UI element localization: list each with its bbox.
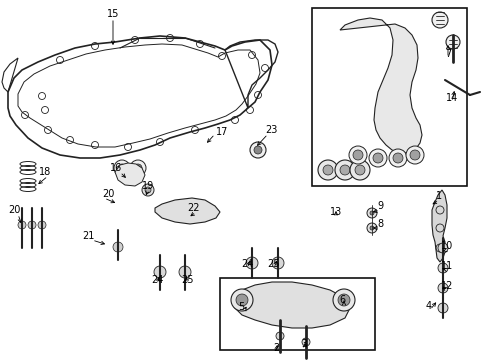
Circle shape	[339, 165, 349, 175]
Circle shape	[249, 142, 265, 158]
Circle shape	[369, 226, 373, 230]
Circle shape	[113, 242, 123, 252]
Circle shape	[245, 257, 258, 269]
Text: 15: 15	[106, 9, 119, 19]
Circle shape	[437, 263, 447, 273]
Circle shape	[323, 165, 332, 175]
Circle shape	[437, 243, 447, 253]
Circle shape	[352, 150, 362, 160]
Circle shape	[437, 303, 447, 313]
Circle shape	[236, 294, 247, 306]
Circle shape	[302, 338, 309, 346]
Text: 25: 25	[182, 275, 194, 285]
Circle shape	[317, 160, 337, 180]
Text: 10: 10	[440, 241, 452, 251]
Circle shape	[392, 153, 402, 163]
Text: 18: 18	[39, 167, 51, 177]
Circle shape	[388, 149, 406, 167]
Text: 24: 24	[150, 275, 163, 285]
Text: 25: 25	[267, 259, 280, 269]
Text: 22: 22	[187, 203, 200, 213]
Circle shape	[431, 12, 447, 28]
PathPatch shape	[115, 163, 145, 186]
Circle shape	[38, 221, 46, 229]
Circle shape	[179, 266, 191, 278]
Circle shape	[154, 266, 165, 278]
Text: 9: 9	[376, 201, 382, 211]
Text: 1: 1	[435, 191, 441, 201]
Text: 19: 19	[142, 181, 154, 191]
Circle shape	[118, 164, 126, 172]
Circle shape	[368, 149, 386, 167]
Circle shape	[28, 221, 36, 229]
Circle shape	[253, 146, 262, 154]
Text: 23: 23	[264, 125, 277, 135]
Circle shape	[271, 257, 284, 269]
Circle shape	[366, 223, 376, 233]
Circle shape	[405, 146, 423, 164]
Circle shape	[334, 160, 354, 180]
Text: 20: 20	[8, 205, 20, 215]
Text: 2: 2	[272, 343, 279, 353]
PathPatch shape	[155, 198, 220, 224]
Bar	[311, 8, 466, 186]
Circle shape	[348, 146, 366, 164]
Text: 7: 7	[444, 49, 450, 59]
PathPatch shape	[339, 18, 421, 153]
Circle shape	[275, 332, 284, 340]
PathPatch shape	[235, 282, 349, 328]
Circle shape	[437, 283, 447, 293]
Circle shape	[142, 184, 154, 196]
Circle shape	[134, 164, 142, 172]
Circle shape	[372, 153, 382, 163]
Bar	[220, 278, 374, 350]
Text: 6: 6	[338, 295, 345, 305]
Circle shape	[354, 165, 364, 175]
Circle shape	[366, 208, 376, 218]
Text: 3: 3	[300, 339, 306, 349]
Circle shape	[409, 150, 419, 160]
Text: 5: 5	[237, 302, 244, 312]
Circle shape	[230, 289, 252, 311]
Circle shape	[445, 35, 459, 49]
Circle shape	[130, 160, 146, 176]
Text: 8: 8	[376, 219, 382, 229]
Circle shape	[337, 294, 349, 306]
Text: 20: 20	[102, 189, 114, 199]
Circle shape	[332, 289, 354, 311]
Circle shape	[349, 160, 369, 180]
Circle shape	[369, 211, 373, 215]
Circle shape	[145, 187, 151, 193]
Text: 12: 12	[440, 281, 452, 291]
Text: 24: 24	[240, 259, 253, 269]
Text: 17: 17	[215, 127, 228, 137]
PathPatch shape	[431, 190, 446, 262]
Text: 4: 4	[425, 301, 431, 311]
Circle shape	[18, 221, 26, 229]
Text: 16: 16	[110, 163, 122, 173]
Text: 21: 21	[81, 231, 94, 241]
Circle shape	[114, 160, 130, 176]
Text: 14: 14	[445, 93, 457, 103]
Text: 11: 11	[440, 261, 452, 271]
Text: 13: 13	[329, 207, 342, 217]
